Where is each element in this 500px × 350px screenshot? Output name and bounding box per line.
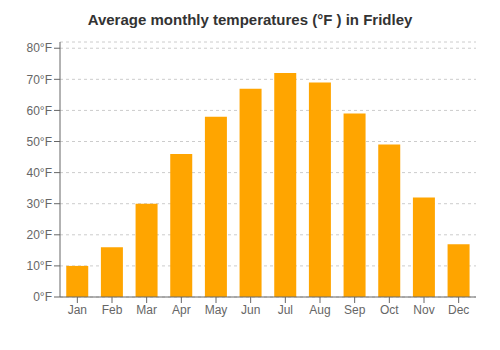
svg-text:30°F: 30°F — [27, 197, 52, 211]
svg-text:40°F: 40°F — [27, 166, 52, 180]
svg-text:70°F: 70°F — [27, 73, 52, 87]
svg-text:Aug: Aug — [309, 303, 330, 317]
svg-text:Mar: Mar — [136, 303, 157, 317]
svg-text:0°F: 0°F — [33, 290, 52, 304]
svg-text:Sep: Sep — [344, 303, 366, 317]
svg-text:50°F: 50°F — [27, 135, 52, 149]
svg-text:Oct: Oct — [380, 303, 399, 317]
svg-text:Jul: Jul — [278, 303, 293, 317]
svg-text:60°F: 60°F — [27, 104, 52, 118]
svg-text:Nov: Nov — [413, 303, 434, 317]
svg-text:May: May — [205, 303, 228, 317]
svg-text:10°F: 10°F — [27, 259, 52, 273]
svg-text:Jan: Jan — [68, 303, 87, 317]
svg-text:Dec: Dec — [448, 303, 469, 317]
svg-text:Feb: Feb — [102, 303, 123, 317]
svg-text:Apr: Apr — [172, 303, 191, 317]
svg-text:Jun: Jun — [241, 303, 260, 317]
svg-text:80°F: 80°F — [27, 41, 52, 55]
html-text:Average monthly temperatures (: Average monthly temperatures (°F ) in Fr… — [87, 11, 413, 28]
svg-text:20°F: 20°F — [27, 228, 52, 242]
